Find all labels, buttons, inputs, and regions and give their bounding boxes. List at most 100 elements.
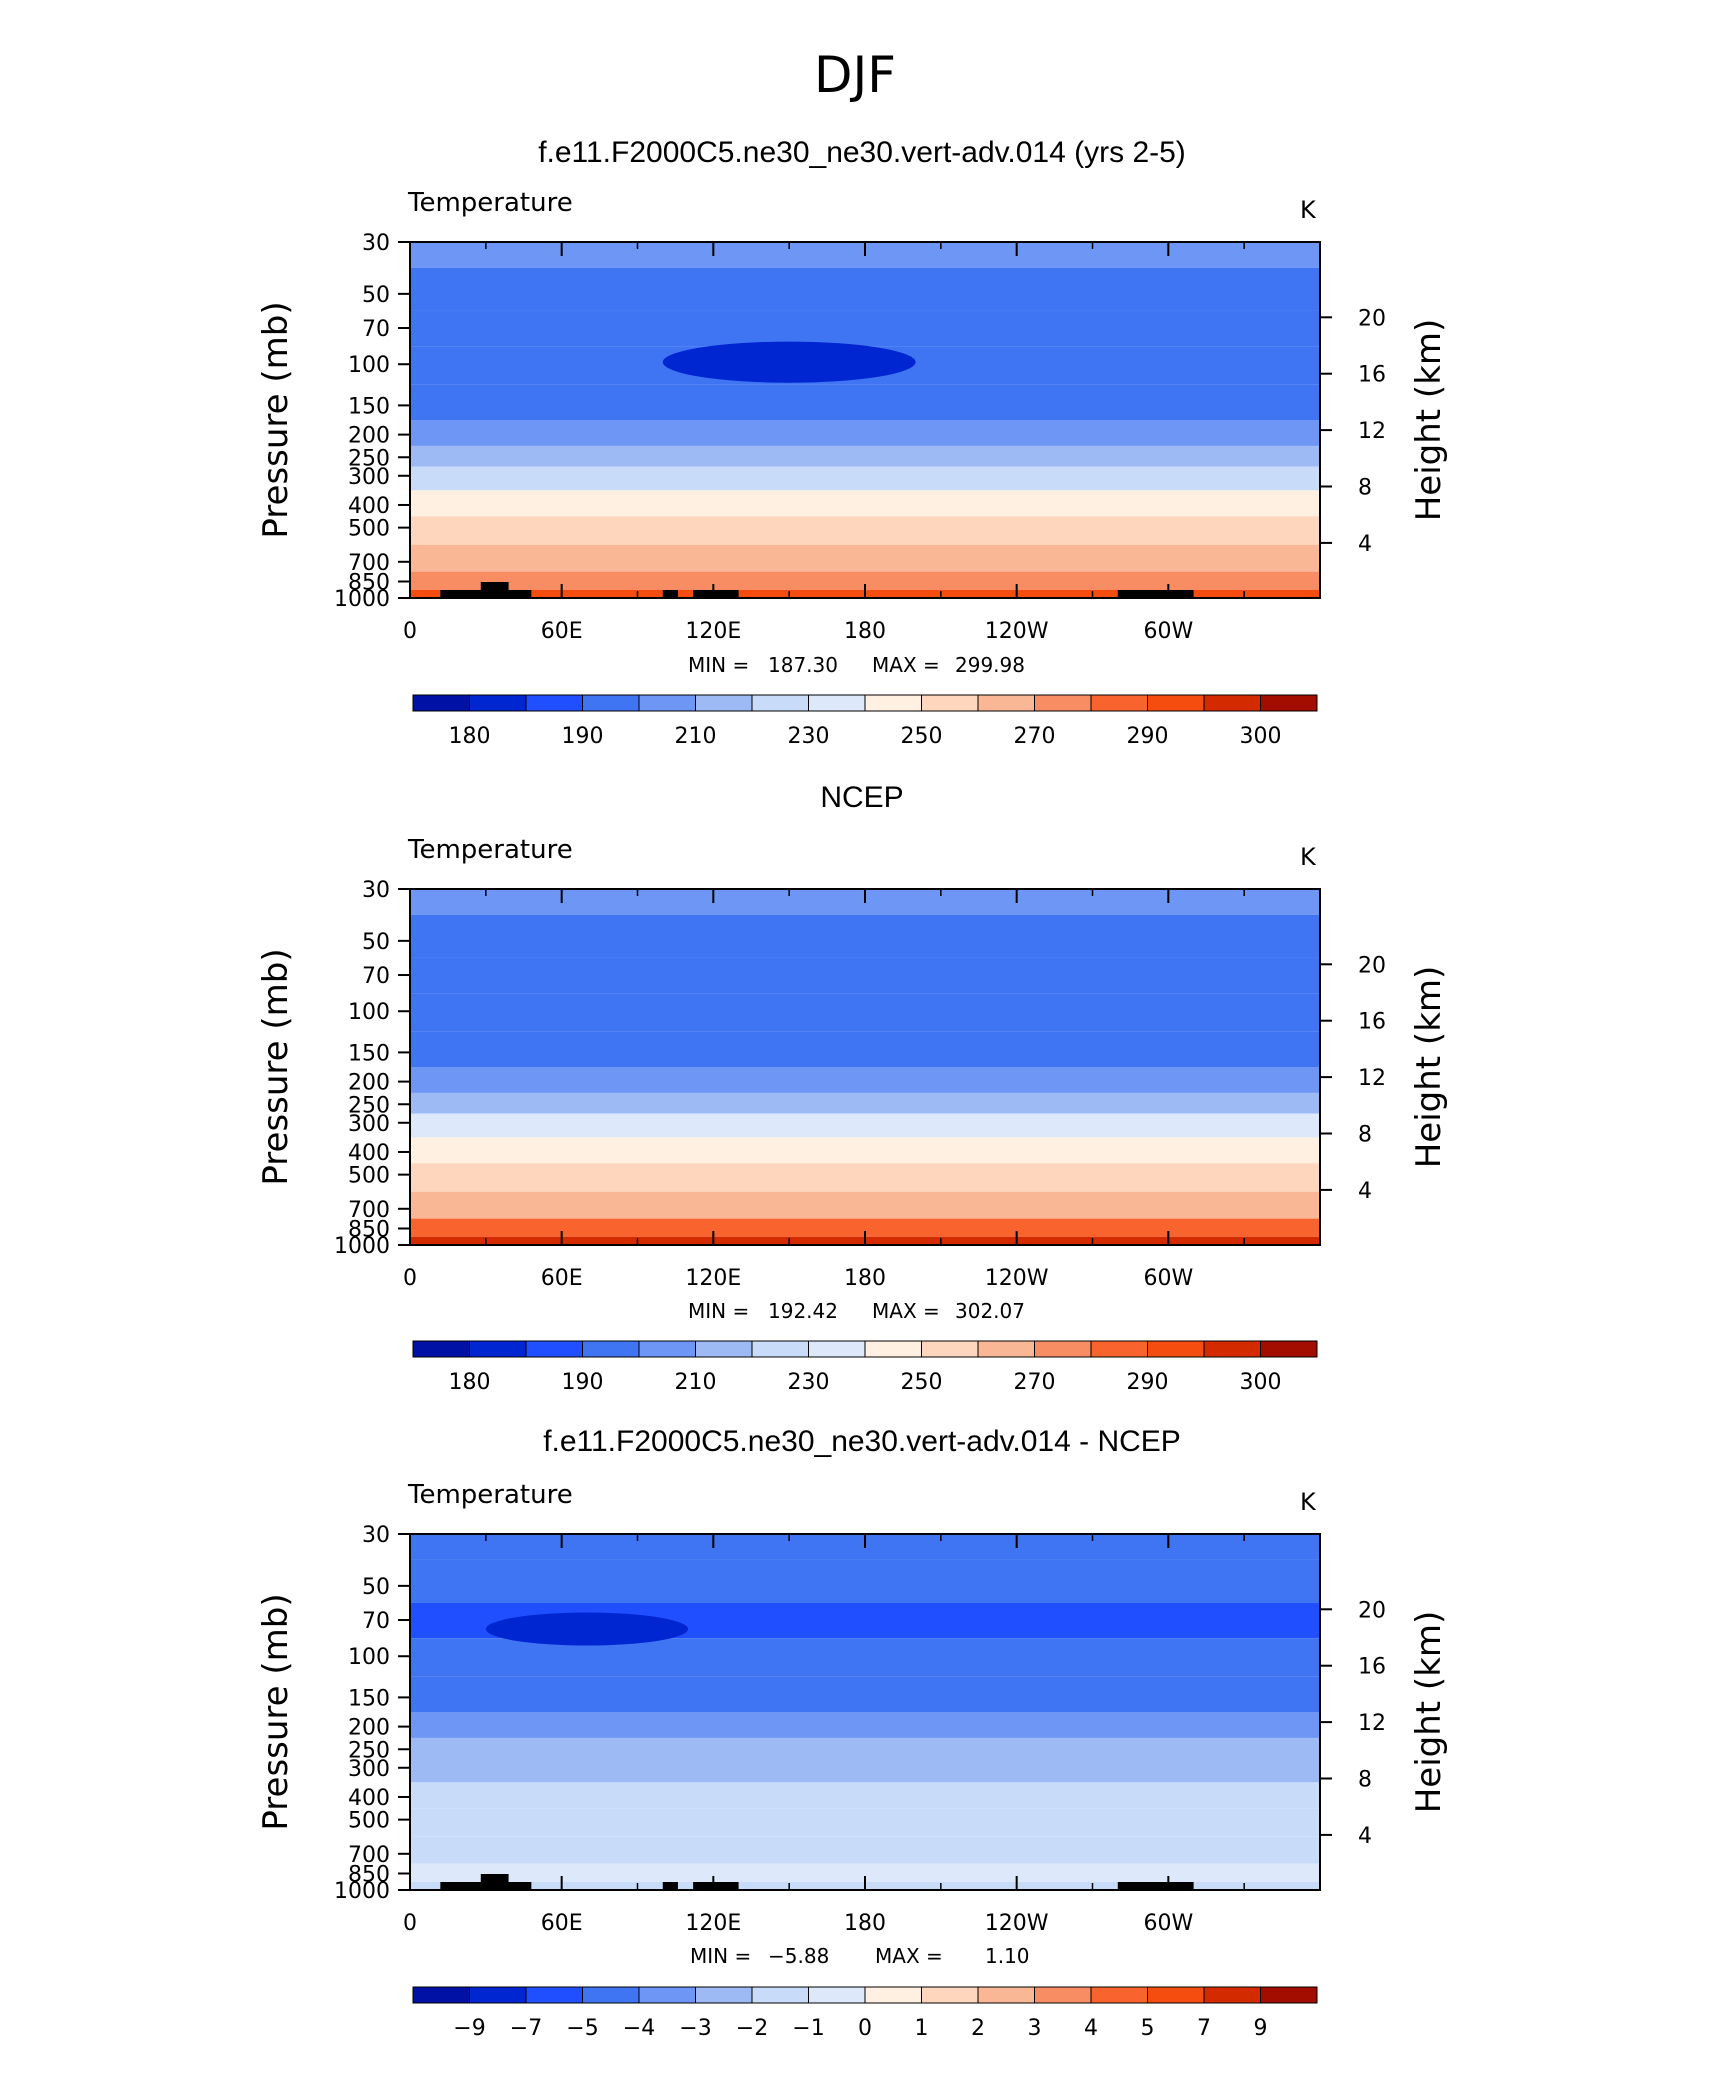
colorbar-segment bbox=[1034, 1986, 1092, 2004]
colorbar-label: 250 bbox=[901, 1370, 943, 1395]
topography-indonesia bbox=[693, 1882, 739, 1890]
min-label: MIN = bbox=[688, 1299, 749, 1323]
units-label: K bbox=[1300, 1488, 1317, 1516]
max-value: 302.07 bbox=[955, 1299, 1025, 1323]
y-tick-label: 700 bbox=[348, 1843, 390, 1868]
y-axis-label: Pressure (mb) bbox=[256, 948, 296, 1185]
x-tick-label: 180 bbox=[844, 1266, 886, 1291]
colorbar-segment bbox=[582, 694, 640, 712]
colorbar-label: 4 bbox=[1084, 2016, 1098, 2041]
x-tick-label: 120E bbox=[685, 619, 741, 644]
colorbar-label: −9 bbox=[453, 2016, 485, 2041]
colorbar-segment bbox=[1260, 1986, 1318, 2004]
colorbar-segment bbox=[751, 694, 809, 712]
y-tick-label: 50 bbox=[362, 283, 390, 308]
x-tick-label: 60E bbox=[541, 1266, 583, 1291]
x-tick-label: 0 bbox=[403, 1266, 417, 1291]
minimum-region bbox=[485, 1612, 689, 1646]
min-value: 187.30 bbox=[768, 653, 838, 677]
contour-layer bbox=[410, 384, 1320, 420]
colorbar-segment bbox=[1090, 1986, 1148, 2004]
colorbar-label: 190 bbox=[562, 1370, 604, 1395]
variable-label: Temperature bbox=[407, 188, 573, 218]
contour-layer bbox=[410, 914, 1320, 958]
y-tick-label: 200 bbox=[348, 1071, 390, 1096]
contour-layer bbox=[410, 420, 1320, 446]
y-right-tick-label: 8 bbox=[1358, 1768, 1372, 1793]
colorbar-label: 230 bbox=[788, 1370, 830, 1395]
panel-title: NCEP bbox=[820, 781, 903, 814]
colorbar-segment bbox=[1203, 694, 1261, 712]
colorbar-segment bbox=[412, 1986, 470, 2004]
y-right-tick-label: 4 bbox=[1358, 1824, 1372, 1849]
y-tick-label: 70 bbox=[362, 964, 390, 989]
colorbar-label: −4 bbox=[623, 2016, 655, 2041]
colorbar: 180 190 210 230 250 270 290 300 bbox=[412, 1340, 1318, 1395]
contour-layer bbox=[410, 1163, 1320, 1192]
colorbar-segment bbox=[751, 1986, 809, 2004]
y-tick-label: 1000 bbox=[334, 1234, 390, 1259]
colorbar-label: 210 bbox=[675, 724, 717, 749]
y-tick-label: 150 bbox=[348, 1686, 390, 1711]
contour-layer bbox=[410, 1113, 1320, 1138]
y-tick-label: 850 bbox=[348, 1863, 390, 1888]
panel-title: f.e11.F2000C5.ne30_ne30.vert-adv.014 (yr… bbox=[538, 136, 1186, 169]
y-tick-label: 200 bbox=[348, 424, 390, 449]
colorbar-segment bbox=[977, 1986, 1035, 2004]
max-value: 1.10 bbox=[985, 1944, 1030, 1968]
contour-layer bbox=[410, 1191, 1320, 1219]
colorbar-segment bbox=[751, 1340, 809, 1358]
colorbar-segment bbox=[638, 694, 696, 712]
colorbar: 180 190 210 230 250 270 290 300 bbox=[412, 694, 1318, 749]
contour-layer bbox=[410, 1218, 1320, 1237]
y-right-tick-label: 20 bbox=[1358, 1598, 1386, 1623]
contour-layer bbox=[410, 544, 1320, 572]
panel-model: f.e11.F2000C5.ne30_ne30.vert-adv.014 (yr… bbox=[256, 136, 1449, 749]
variable-label: Temperature bbox=[407, 1480, 573, 1510]
y-right-tick-label: 4 bbox=[1358, 532, 1372, 557]
contour-layer bbox=[410, 1031, 1320, 1067]
y-tick-label: 700 bbox=[348, 1198, 390, 1223]
colorbar-segment bbox=[582, 1340, 640, 1358]
y-right-tick-label: 16 bbox=[1358, 1655, 1386, 1680]
y-right-tick-label: 12 bbox=[1358, 419, 1386, 444]
topography-andes bbox=[1117, 590, 1194, 598]
y-tick-label: 500 bbox=[348, 1164, 390, 1189]
y-tick-label: 300 bbox=[348, 465, 390, 490]
colorbar-label: 180 bbox=[449, 1370, 491, 1395]
y-right-tick-label: 20 bbox=[1358, 953, 1386, 978]
colorbar-segment bbox=[921, 1986, 979, 2004]
colorbar-segment bbox=[525, 1340, 583, 1358]
colorbar-segment bbox=[1147, 1986, 1205, 2004]
contour-layer bbox=[410, 267, 1320, 311]
max-value: 299.98 bbox=[955, 653, 1025, 677]
colorbar-label: 3 bbox=[1028, 2016, 1042, 2041]
topography-east-africa bbox=[480, 582, 509, 598]
contour-layer bbox=[410, 310, 1320, 347]
y-tick-label: 500 bbox=[348, 517, 390, 542]
colorbar-segment bbox=[695, 1986, 753, 2004]
y-tick-label: 300 bbox=[348, 1112, 390, 1137]
colorbar-label: −3 bbox=[679, 2016, 711, 2041]
colorbar-segment bbox=[1260, 694, 1318, 712]
minimum-region bbox=[662, 341, 916, 383]
x-tick-label: 120W bbox=[985, 1911, 1049, 1936]
panel-title: f.e11.F2000C5.ne30_ne30.vert-adv.014 - N… bbox=[543, 1425, 1181, 1458]
colorbar-segment bbox=[1090, 1340, 1148, 1358]
colorbar-label: −2 bbox=[736, 2016, 768, 2041]
y-axis-right-label: Height (km) bbox=[1409, 1611, 1449, 1814]
colorbar-segment bbox=[921, 694, 979, 712]
colorbar-segment bbox=[1203, 1340, 1261, 1358]
max-label: MAX = bbox=[872, 1299, 940, 1323]
stats-line: MIN = −5.88 MAX = 1.10 bbox=[690, 1944, 1030, 1968]
contour-layer bbox=[410, 1836, 1320, 1864]
min-label: MIN = bbox=[690, 1944, 751, 1968]
colorbar-segment bbox=[525, 694, 583, 712]
colorbar-segment bbox=[921, 1340, 979, 1358]
contour-layer bbox=[410, 571, 1320, 590]
y-tick-label: 400 bbox=[348, 1786, 390, 1811]
y-tick-label: 100 bbox=[348, 1645, 390, 1670]
colorbar-label: 5 bbox=[1141, 2016, 1155, 2041]
